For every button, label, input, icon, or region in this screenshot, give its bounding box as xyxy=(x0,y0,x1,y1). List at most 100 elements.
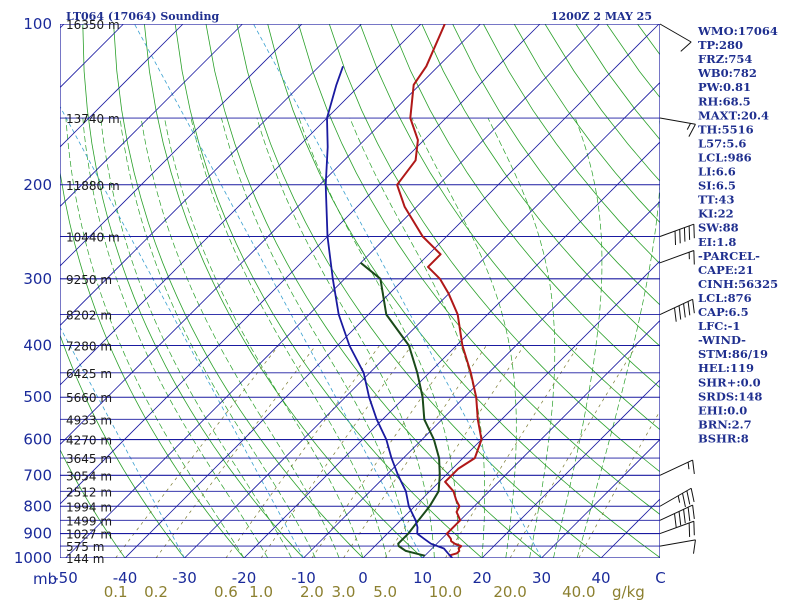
dry-adiabat xyxy=(544,24,660,182)
mixing-ratio-tick-label: 40.0 xyxy=(562,583,595,600)
index-entry: EHI:0.0 xyxy=(698,403,747,417)
isotherm xyxy=(303,200,660,558)
moist-adiabat xyxy=(553,117,603,558)
moist-adiabat xyxy=(119,117,316,558)
moist-adiabat xyxy=(487,117,556,558)
height-label: 6425 m xyxy=(66,367,112,381)
moist-adiabat xyxy=(190,117,388,558)
isotherm xyxy=(65,24,600,558)
isotherm xyxy=(60,24,184,148)
height-label: 1994 m xyxy=(66,500,112,514)
moist-adiabat xyxy=(164,117,364,558)
moist-adiabat xyxy=(576,117,660,558)
wind-barb xyxy=(659,459,695,476)
dry-adiabat xyxy=(205,24,542,558)
pressure-tick-label: 600 xyxy=(23,431,52,449)
index-entry: LI:6.6 xyxy=(698,165,736,179)
isotherm xyxy=(60,24,541,505)
moist-adiabat xyxy=(100,117,292,558)
wind-barb xyxy=(659,298,695,322)
height-label: 3054 m xyxy=(66,469,112,483)
parcel-profile xyxy=(324,65,453,558)
index-entry: EI:1.8 xyxy=(698,235,736,249)
pressure-tick-label: 800 xyxy=(23,497,52,515)
saturation-line xyxy=(134,24,423,558)
mixing-ratio-tick-label: 10.0 xyxy=(429,583,462,600)
height-label: 13740 m xyxy=(66,112,120,126)
temperature-tick-label: -10 xyxy=(291,569,316,587)
height-label: 8202 m xyxy=(66,309,112,323)
temperature-profile xyxy=(396,24,483,557)
height-label: 575 m xyxy=(66,540,104,554)
height-label: 1499 m xyxy=(66,514,112,528)
moist-adiabat xyxy=(65,117,245,558)
isotherm xyxy=(0,24,5,558)
indices-panel: WMO:17064TP:280FRZ:754WB0:782PW:0.81RH:6… xyxy=(697,24,778,445)
moist-adiabat xyxy=(411,117,517,558)
index-entry: HEL:119 xyxy=(698,361,754,375)
index-entry: CINH:56325 xyxy=(698,277,778,291)
station-title: LT064 (17064) Sounding xyxy=(66,10,219,23)
height-label: 11880 m xyxy=(66,179,120,193)
index-entry: FRZ:754 xyxy=(698,52,752,66)
index-entry: RH:68.5 xyxy=(698,94,751,108)
moist-adiabat xyxy=(82,117,269,558)
index-entry: WMO:17064 xyxy=(697,24,778,38)
dry-adiabat xyxy=(575,24,660,141)
index-entry: -PARCEL- xyxy=(698,249,760,263)
height-label: 1027 m xyxy=(66,528,112,542)
dry-adiabat xyxy=(113,24,364,558)
temperature-tick-label: C xyxy=(655,569,665,587)
wind-barb xyxy=(659,23,692,52)
dry-adiabat xyxy=(483,24,660,265)
pressure-tick-label: 900 xyxy=(23,525,52,543)
height-label: 3645 m xyxy=(66,452,112,466)
dry-adiabat xyxy=(267,24,660,558)
wind-barb xyxy=(659,117,696,137)
wind-barb xyxy=(659,223,695,246)
temperature-tick-label: -50 xyxy=(53,569,78,587)
index-entry: TT:43 xyxy=(698,193,735,207)
mixing-ratio-line xyxy=(445,345,579,558)
index-entry: CAPE:21 xyxy=(698,263,754,277)
index-entry: WB0:782 xyxy=(697,66,757,80)
index-entry: SI:6.5 xyxy=(698,179,736,193)
index-entry: STM:86/19 xyxy=(698,347,768,361)
mixing-ratio-tick-label: 1.0 xyxy=(249,583,273,600)
moist-adiabat xyxy=(349,117,486,558)
mixing-ratio-tick-label: 2.0 xyxy=(300,583,324,600)
isotherm xyxy=(541,438,660,558)
isotherm xyxy=(60,24,303,267)
moist-adiabat xyxy=(221,117,411,558)
temperature-tick-label: -40 xyxy=(113,569,138,587)
moist-adiabat xyxy=(140,117,340,558)
height-label: 2512 m xyxy=(66,485,112,499)
temperature-tick-label: -20 xyxy=(232,569,257,587)
index-entry: CAP:6.5 xyxy=(698,305,749,319)
index-entry: TP:280 xyxy=(698,38,743,52)
index-entry: BSHR:8 xyxy=(698,431,749,445)
isotherm xyxy=(124,24,660,558)
index-entry: SW:88 xyxy=(698,221,739,235)
isotherm xyxy=(60,24,422,386)
dry-adiabat xyxy=(236,24,602,558)
height-label: 16350 m xyxy=(66,18,120,32)
index-entry: MAXT:20.4 xyxy=(698,108,769,122)
pressure-tick-label: 200 xyxy=(23,176,52,194)
dry-adiabat xyxy=(761,24,800,558)
isotherm xyxy=(60,24,362,327)
dry-adiabat xyxy=(513,24,660,224)
pressure-tick-label: 100 xyxy=(23,15,52,33)
height-label: 9250 m xyxy=(66,273,112,287)
wind-barbs xyxy=(659,23,696,554)
moist-adiabat xyxy=(298,117,459,558)
mixing-ratio-tick-label: 0.2 xyxy=(144,583,168,600)
pressure-tick-label: 300 xyxy=(23,270,52,288)
isotherm xyxy=(422,319,660,558)
saturation-line xyxy=(253,24,542,558)
index-entry: LFC:-1 xyxy=(698,319,740,333)
index-entry: KI:22 xyxy=(698,207,734,221)
wind-barb xyxy=(659,520,695,537)
